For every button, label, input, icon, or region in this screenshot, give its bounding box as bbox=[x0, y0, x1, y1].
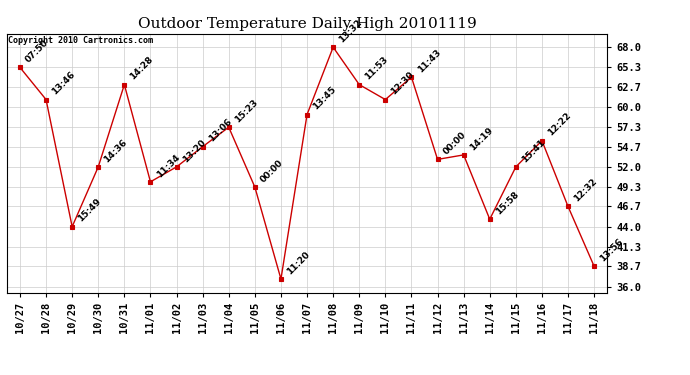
Text: 15:41: 15:41 bbox=[520, 137, 546, 164]
Title: Outdoor Temperature Daily High 20101119: Outdoor Temperature Daily High 20101119 bbox=[138, 17, 476, 31]
Text: 00:00: 00:00 bbox=[442, 130, 468, 157]
Text: 13:32: 13:32 bbox=[337, 18, 364, 44]
Text: 14:19: 14:19 bbox=[468, 125, 495, 152]
Text: Copyright 2010 Cartronics.com: Copyright 2010 Cartronics.com bbox=[8, 36, 153, 45]
Text: 11:20: 11:20 bbox=[285, 250, 312, 276]
Text: 11:43: 11:43 bbox=[415, 48, 442, 74]
Text: 14:28: 14:28 bbox=[128, 55, 155, 82]
Text: 15:23: 15:23 bbox=[233, 98, 259, 124]
Text: 12:22: 12:22 bbox=[546, 111, 573, 138]
Text: 11:53: 11:53 bbox=[364, 55, 390, 82]
Text: 13:46: 13:46 bbox=[50, 70, 77, 97]
Text: 07:50: 07:50 bbox=[24, 38, 50, 64]
Text: 12:32: 12:32 bbox=[572, 177, 599, 204]
Text: 13:56: 13:56 bbox=[598, 237, 625, 264]
Text: 15:58: 15:58 bbox=[494, 190, 520, 216]
Text: 15:49: 15:49 bbox=[77, 197, 103, 224]
Text: 11:34: 11:34 bbox=[155, 152, 181, 179]
Text: 13:45: 13:45 bbox=[311, 85, 338, 112]
Text: 14:36: 14:36 bbox=[102, 137, 129, 164]
Text: 13:20: 13:20 bbox=[181, 138, 207, 164]
Text: 13:06: 13:06 bbox=[207, 117, 233, 144]
Text: 12:30: 12:30 bbox=[390, 70, 416, 97]
Text: 00:00: 00:00 bbox=[259, 158, 285, 184]
